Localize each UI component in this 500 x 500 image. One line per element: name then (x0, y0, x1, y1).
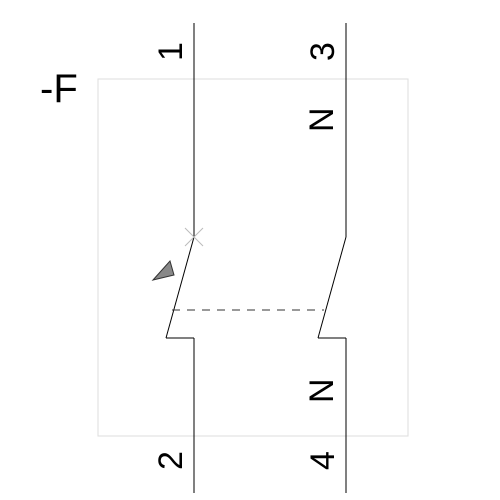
reference-designator: -F (40, 67, 78, 111)
terminal-3-label: 3 (304, 42, 342, 61)
switch-arm-1 (166, 237, 194, 338)
terminal-2-label: 2 (152, 451, 190, 470)
trip-arrow-icon (153, 261, 174, 280)
switch-arm-2 (318, 237, 346, 338)
terminal-1-label: 1 (152, 42, 190, 61)
terminal-4-label: 4 (304, 451, 342, 470)
component-outline (98, 79, 408, 436)
neutral-top-label: N (303, 107, 341, 132)
neutral-bot-label: N (303, 378, 341, 403)
